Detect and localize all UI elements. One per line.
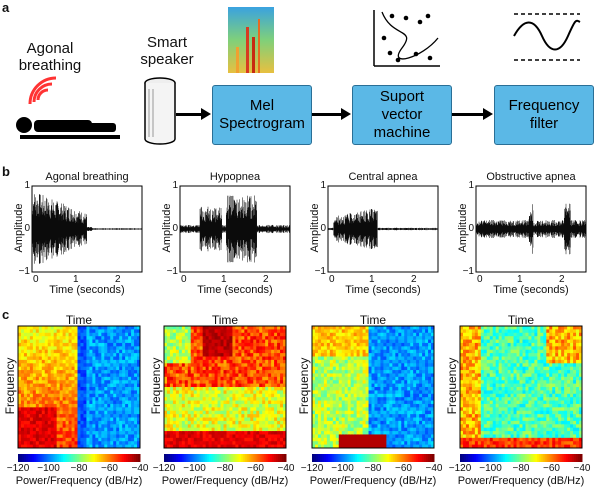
svm-scatter-icon	[373, 10, 440, 67]
ytick: 1	[320, 180, 326, 191]
ytick: 0	[172, 223, 178, 234]
ytick: −1	[18, 266, 30, 277]
central-apnea-waveform	[327, 185, 439, 273]
cbar-tick: −100	[37, 463, 60, 474]
panel-b-letter: b	[2, 164, 10, 179]
agonal-breathing-spec-title: Time	[65, 313, 93, 327]
ytick: 0	[468, 223, 474, 234]
cbar-tick: −120	[300, 463, 324, 474]
xtick: 1	[369, 274, 375, 285]
hypopnea-xlabel: Time (seconds)	[197, 284, 273, 296]
svm-box: Suport vector machine	[352, 85, 452, 145]
frequency-filter-box: Frequency filter	[494, 85, 594, 145]
cbar-tick: −100	[331, 463, 354, 474]
ytick: 1	[468, 180, 474, 191]
arrow-1	[176, 108, 211, 120]
agonal-breathing-spec-ylabel: Frequency	[3, 357, 17, 415]
ytick: 0	[24, 223, 30, 234]
cbar-tick: −40	[131, 463, 149, 474]
central-apnea-title: Central apnea	[348, 171, 418, 183]
central-apnea-xlabel: Time (seconds)	[345, 284, 421, 296]
obstructive-apnea-spec-title: Time	[507, 313, 535, 327]
hypopnea-spectrogram	[163, 325, 287, 449]
obstructive-apnea-spec-ylabel: Frequency	[445, 357, 459, 415]
panel-c-letter: c	[2, 307, 10, 322]
cbar-tick: −60	[543, 463, 560, 474]
arrow-3	[452, 108, 493, 120]
cbar-tick: −40	[573, 463, 591, 474]
cbar-tick: −120	[152, 463, 176, 474]
panel-a-letter: a	[2, 0, 10, 15]
cbar-tick: −100	[479, 463, 502, 474]
xtick: 1	[517, 274, 523, 285]
ytick: 0	[320, 223, 326, 234]
cbar-tick: −80	[70, 463, 88, 474]
ytick: 1	[24, 180, 30, 191]
ytick: 1	[172, 180, 178, 191]
hypopnea-waveform	[179, 185, 291, 273]
mel-spectrogram-box: Mel Spectrogram	[212, 85, 312, 145]
xtick: 0	[329, 274, 335, 285]
obstructive-apnea-title: Obstructive apnea	[486, 171, 576, 183]
central-apnea-spectrogram	[311, 325, 435, 449]
xtick: 2	[115, 274, 121, 285]
hypopnea-cbar-title: Power/Frequency (dB/Hz)	[161, 475, 289, 487]
xtick: 0	[181, 274, 187, 285]
central-apnea-colorbar	[312, 454, 435, 462]
smart-speaker-icon	[144, 77, 176, 145]
central-apnea-spec-title: Time	[359, 313, 387, 327]
mel-spectrogram-thumbnail	[228, 7, 274, 73]
smart-speaker-label: Smart speaker	[140, 34, 194, 68]
xtick: 2	[559, 274, 565, 285]
ytick: −1	[166, 266, 178, 277]
xtick: 1	[221, 274, 227, 285]
frequency-filter-icon	[513, 13, 581, 61]
agonal-breathing-title: Agonal breathing	[45, 171, 129, 183]
agonal-breathing-label: Agonal breathing	[18, 40, 82, 74]
cbar-tick: −120	[448, 463, 472, 474]
cbar-tick: −60	[395, 463, 412, 474]
cbar-tick: −80	[512, 463, 530, 474]
obstructive-apnea-xlabel: Time (seconds)	[493, 284, 569, 296]
cbar-tick: −60	[101, 463, 118, 474]
agonal-breathing-xlabel: Time (seconds)	[49, 284, 125, 296]
sound-waves-icon	[28, 76, 57, 105]
hypopnea-spec-ylabel: Frequency	[149, 357, 163, 415]
arrow-2	[312, 108, 351, 120]
central-apnea-spec-ylabel: Frequency	[297, 357, 311, 415]
xtick: 2	[263, 274, 269, 285]
agonal-breathing-colorbar	[18, 454, 141, 462]
obstructive-apnea-colorbar	[460, 454, 583, 462]
lying-person-icon	[16, 117, 120, 139]
xtick: 0	[33, 274, 39, 285]
central-apnea-cbar-title: Power/Frequency (dB/Hz)	[309, 475, 437, 487]
hypopnea-title: Hypopnea	[209, 171, 261, 183]
xtick: 1	[73, 274, 79, 285]
agonal-breathing-spectrogram	[17, 325, 141, 449]
hypopnea-colorbar	[164, 454, 287, 462]
obstructive-apnea-cbar-title: Power/Frequency (dB/Hz)	[457, 475, 585, 487]
ytick: −1	[462, 266, 474, 277]
ytick: −1	[314, 266, 326, 277]
cbar-tick: −120	[6, 463, 30, 474]
cbar-tick: −40	[425, 463, 443, 474]
cbar-tick: −80	[364, 463, 382, 474]
cbar-tick: −80	[216, 463, 234, 474]
cbar-tick: −100	[183, 463, 206, 474]
agonal-breathing-cbar-title: Power/Frequency (dB/Hz)	[15, 475, 143, 487]
obstructive-apnea-waveform	[475, 185, 587, 273]
xtick: 0	[477, 274, 483, 285]
cbar-tick: −40	[277, 463, 295, 474]
agonal-breathing-waveform	[31, 185, 143, 273]
xtick: 2	[411, 274, 417, 285]
obstructive-apnea-spectrogram	[459, 325, 583, 449]
cbar-tick: −60	[247, 463, 264, 474]
hypopnea-spec-title: Time	[211, 313, 239, 327]
